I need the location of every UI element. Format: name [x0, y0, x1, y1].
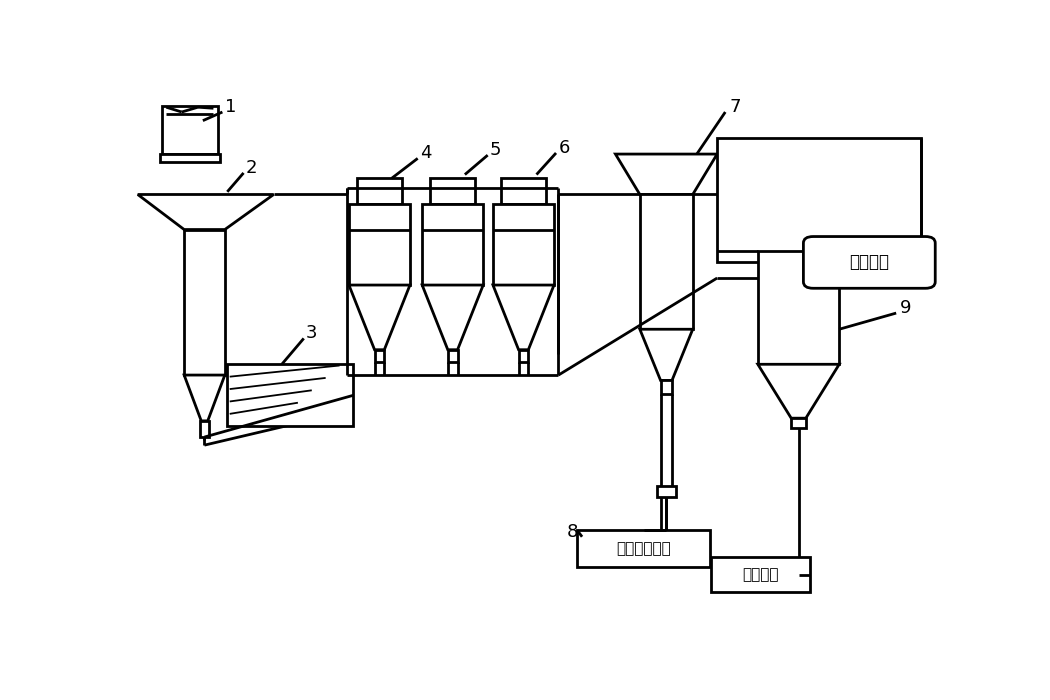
Polygon shape — [639, 329, 693, 381]
Polygon shape — [615, 154, 717, 195]
Bar — [162, 106, 217, 154]
Bar — [492, 204, 554, 285]
Bar — [160, 154, 219, 162]
Polygon shape — [492, 285, 554, 350]
Bar — [184, 230, 225, 375]
Bar — [357, 178, 402, 204]
Bar — [656, 486, 676, 498]
Bar — [792, 418, 805, 428]
Text: 5: 5 — [490, 141, 502, 159]
Bar — [375, 350, 384, 362]
Bar — [349, 204, 410, 285]
Bar — [430, 178, 475, 204]
Bar — [519, 350, 528, 362]
Text: 尾气处理: 尾气处理 — [849, 253, 889, 272]
Text: 氮气和水蒸气: 氮气和水蒸气 — [616, 541, 671, 556]
Bar — [639, 195, 693, 329]
Bar — [711, 557, 810, 592]
Bar — [578, 531, 710, 567]
Polygon shape — [138, 195, 274, 230]
Bar — [501, 178, 546, 204]
Text: 4: 4 — [420, 144, 432, 162]
Polygon shape — [184, 375, 225, 421]
FancyBboxPatch shape — [803, 237, 936, 288]
Text: 2: 2 — [246, 158, 257, 176]
Bar — [422, 204, 483, 285]
Bar — [201, 421, 209, 437]
Text: 包装成品: 包装成品 — [742, 567, 778, 582]
Bar — [227, 364, 354, 426]
Polygon shape — [349, 285, 410, 350]
Text: 9: 9 — [900, 299, 911, 316]
Bar — [447, 350, 458, 362]
Polygon shape — [422, 285, 483, 350]
Text: 6: 6 — [559, 139, 570, 157]
Text: 1: 1 — [225, 97, 236, 116]
Bar — [660, 381, 672, 394]
Bar — [717, 138, 921, 262]
Polygon shape — [758, 364, 839, 418]
Text: 7: 7 — [730, 97, 741, 116]
Text: 3: 3 — [307, 324, 318, 342]
Bar — [758, 251, 839, 364]
Text: 8: 8 — [567, 524, 578, 541]
